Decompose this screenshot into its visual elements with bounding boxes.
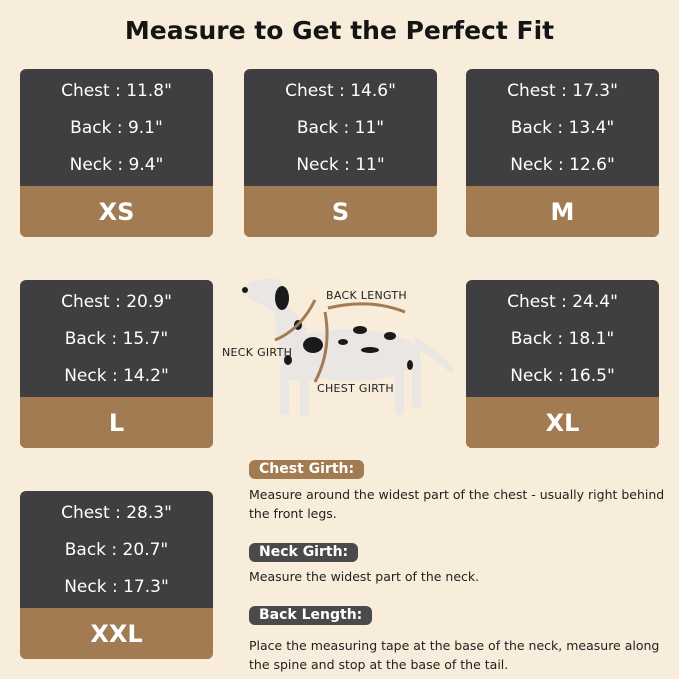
size-card-xs: Chest : 11.8" Back : 9.1" Neck : 9.4" XS <box>20 69 213 237</box>
chest-girth-description: Measure around the widest part of the ch… <box>249 487 665 521</box>
size-label: S <box>244 186 437 237</box>
back-value: Back : 18.1" <box>510 329 615 349</box>
size-label: XS <box>20 186 213 237</box>
back-value: Back : 9.1" <box>70 118 163 138</box>
neck-value: Neck : 9.4" <box>69 155 164 175</box>
neck-girth-tag: Neck Girth: <box>249 543 359 562</box>
size-label: L <box>20 397 213 448</box>
neck-value: Neck : 12.6" <box>510 155 615 175</box>
chest-value: Chest : 28.3" <box>61 503 172 523</box>
back-value: Back : 11" <box>296 118 385 138</box>
size-card-m: Chest : 17.3" Back : 13.4" Neck : 12.6" M <box>466 69 659 237</box>
back-length-description: Place the measuring tape at the base of … <box>249 638 660 672</box>
size-label: XL <box>466 397 659 448</box>
chest-value: Chest : 14.6" <box>285 81 396 101</box>
neck-girth-label: NECK GIRTH <box>222 346 293 359</box>
chest-value: Chest : 20.9" <box>61 292 172 312</box>
chest-value: Chest : 24.4" <box>507 292 618 312</box>
back-value: Back : 13.4" <box>510 118 615 138</box>
back-value: Back : 20.7" <box>64 540 169 560</box>
size-card-xl: Chest : 24.4" Back : 18.1" Neck : 16.5" XL <box>466 280 659 448</box>
chest-girth-label: CHEST GIRTH <box>317 382 395 395</box>
size-card-s: Chest : 14.6" Back : 11" Neck : 11" S <box>244 69 437 237</box>
size-card-l: Chest : 20.9" Back : 15.7" Neck : 14.2" L <box>20 280 213 448</box>
neck-value: Neck : 16.5" <box>510 366 615 386</box>
size-card-xxl: Chest : 28.3" Back : 20.7" Neck : 17.3" XX… <box>20 491 213 659</box>
size-label: XXL <box>20 608 213 659</box>
chest-value: Chest : 17.3" <box>507 81 618 101</box>
chest-value: Chest : 11.8" <box>61 81 172 101</box>
neck-value: Neck : 14.2" <box>64 366 169 386</box>
page-title: Measure to Get the Perfect Fit <box>124 16 555 45</box>
back-length-label: BACK LENGTH <box>326 289 407 302</box>
neck-value: Neck : 11" <box>296 155 385 175</box>
neck-value: Neck : 17.3" <box>64 577 169 597</box>
chest-girth-tag: Chest Girth: <box>249 460 365 479</box>
neck-girth-description: Measure the widest part of the neck. <box>249 569 480 584</box>
size-label: M <box>466 186 659 237</box>
dalmatian-illustration <box>242 278 455 417</box>
back-length-tag: Back Length: <box>249 606 373 625</box>
back-value: Back : 15.7" <box>64 329 169 349</box>
